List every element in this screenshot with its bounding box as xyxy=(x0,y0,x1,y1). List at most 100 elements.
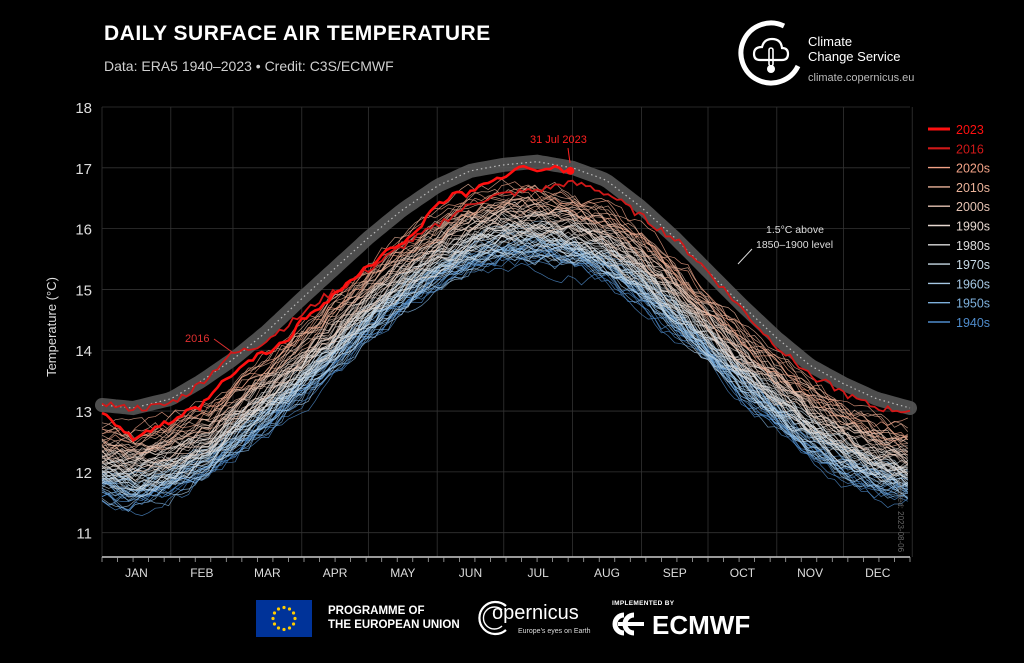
eu-line2: THE EUROPEAN UNION xyxy=(328,619,460,631)
y-tick-label: 16 xyxy=(75,222,92,239)
eu-star xyxy=(291,611,296,615)
threshold-band-line xyxy=(95,154,917,416)
eu-star xyxy=(272,611,277,615)
year-line-1998 xyxy=(101,217,908,465)
year-line-1973 xyxy=(101,235,909,491)
copernicus-text: opernicus xyxy=(492,602,579,624)
x-tick-label: JAN xyxy=(125,566,148,580)
c3s-name-line2: Change Service xyxy=(808,49,901,64)
year-line-2020 xyxy=(101,187,909,441)
year-line-1988 xyxy=(102,222,908,474)
c3s-logo-icon xyxy=(738,20,801,86)
eu-star xyxy=(291,622,296,626)
eu-flag-icon xyxy=(256,600,312,637)
page-title: DAILY SURFACE AIR TEMPERATURE xyxy=(104,22,491,45)
year-line-1994 xyxy=(101,221,908,476)
year-line-2018 xyxy=(101,178,908,431)
page-subtitle: Data: ERA5 1940–2023 • Credit: C3S/ECMWF xyxy=(104,58,394,74)
x-tick-label: AUG xyxy=(594,566,620,580)
year-line-2012 xyxy=(101,203,909,460)
year-line-1989 xyxy=(101,210,909,465)
threshold-band xyxy=(95,154,917,416)
year-line-1943 xyxy=(101,262,909,516)
c3s-url: climate.copernicus.eu xyxy=(808,72,915,84)
legend-label: 1940s xyxy=(956,316,990,330)
year-line-2017 xyxy=(101,190,908,445)
x-axis: JAN FEB MAR APR MAY JUN JUL AUG SEP OCT NOV DEC xyxy=(101,556,911,580)
legend-label: 2023 xyxy=(956,123,984,137)
eu-star xyxy=(287,626,292,630)
x-tick-label: OCT xyxy=(730,566,756,580)
year-line-2008 xyxy=(101,205,908,458)
legend: 2023 2016 2020s 2010s 2000s 1990s 1980s 1970s 19… xyxy=(928,123,990,330)
eu-programme-text: PROGRAMME OF THE EUROPEAN UNION xyxy=(328,604,460,632)
eu-star xyxy=(276,626,281,630)
year-line-1992 xyxy=(101,216,908,462)
x-tick-label: MAR xyxy=(254,566,281,580)
legend-label: 1980s xyxy=(956,239,990,253)
year-line-2019 xyxy=(101,199,908,452)
eu-star xyxy=(282,627,286,632)
x-tick-label: DEC xyxy=(865,566,891,580)
peak-annotation: 31 Jul 2023 xyxy=(530,134,587,146)
c3s-name: Climate Change Service xyxy=(808,34,901,64)
year-line-1990 xyxy=(101,227,908,481)
legend-label: 1970s xyxy=(956,258,990,272)
threshold-arrow xyxy=(737,248,753,265)
created-stamp: created: 2023-08-06 xyxy=(896,480,905,553)
peak-arrow xyxy=(567,147,571,164)
x-tick-label: NOV xyxy=(797,566,823,580)
year-line-1995 xyxy=(101,215,909,466)
series-2023-line xyxy=(101,164,569,443)
eu-star xyxy=(293,616,297,621)
legend-label: 2020s xyxy=(956,162,990,176)
legend-label: 2016 xyxy=(956,142,984,156)
legend-label: 1960s xyxy=(956,277,990,291)
y-tick-label: 13 xyxy=(75,404,92,421)
x-tick-label: MAY xyxy=(390,566,415,580)
year-line-1951 xyxy=(101,243,908,512)
y-tick-labels: 11 12 13 14 15 16 17 18 xyxy=(75,100,92,543)
series-2016-line xyxy=(101,179,911,414)
year-line-2013 xyxy=(101,199,909,445)
legend-label: 1990s xyxy=(956,220,990,234)
x-tick-label: APR xyxy=(323,566,348,580)
copernicus-tagline: Europe's eyes on Earth xyxy=(518,628,591,635)
eu-star xyxy=(272,622,277,626)
ecmwf-implemented-by: IMPLEMENTED BY xyxy=(612,600,675,607)
y-axis-label: Temperature (°C) xyxy=(44,277,59,377)
eu-star xyxy=(282,605,286,610)
legend-label: 2000s xyxy=(956,200,990,214)
peak-dot xyxy=(566,166,575,175)
arrow-2016 xyxy=(213,338,233,353)
historical-years xyxy=(101,178,909,516)
y-tick-label: 17 xyxy=(75,161,92,178)
year-line-2021 xyxy=(101,181,908,437)
highlight-series xyxy=(101,164,911,443)
x-tick-label: JUL xyxy=(528,566,550,580)
threshold-label-line2: 1850–1900 level xyxy=(756,239,833,251)
year-line-2009 xyxy=(101,205,908,453)
legend-label: 2010s xyxy=(956,181,990,195)
ecmwf-logo-icon xyxy=(612,612,644,636)
year-line-2004 xyxy=(101,220,909,472)
legend-label: 1950s xyxy=(956,297,990,311)
y-tick-label: 18 xyxy=(75,100,92,117)
x-tick-label: SEP xyxy=(663,566,687,580)
y-tick-label: 11 xyxy=(76,526,92,543)
threshold-label-line1: 1.5°C above xyxy=(766,224,824,236)
year-line-1945 xyxy=(101,247,908,502)
y-tick-label: 14 xyxy=(75,343,92,360)
year-line-2015 xyxy=(101,198,908,452)
annotations: 31 Jul 2023 2016 1.5°C above 1850–1900 l… xyxy=(185,134,833,353)
eu-star xyxy=(271,616,275,621)
c3s-name-line1: Climate xyxy=(808,34,853,49)
eu-line1: PROGRAMME OF xyxy=(328,605,425,617)
eu-star xyxy=(287,607,292,611)
year-line-1966 xyxy=(101,239,909,489)
y-tick-label: 15 xyxy=(75,282,92,299)
year-line-1940 xyxy=(101,254,908,513)
y-tick-label: 12 xyxy=(75,465,92,482)
